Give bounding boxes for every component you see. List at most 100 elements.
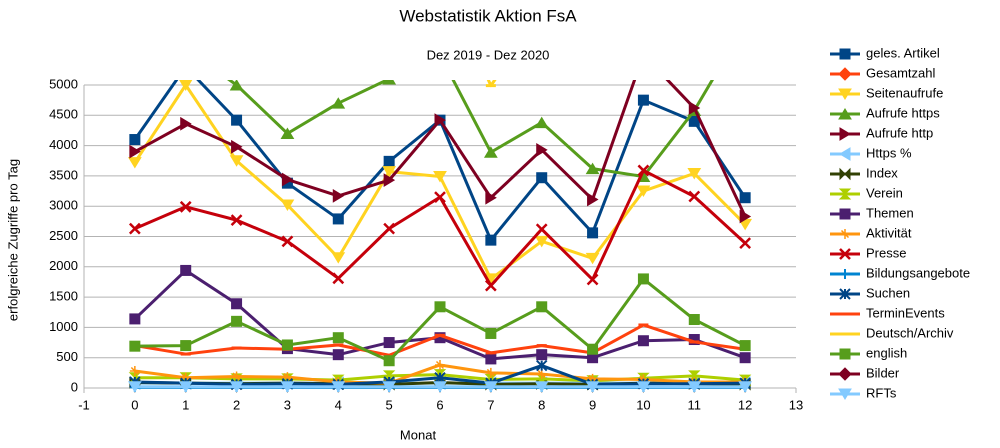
data-point <box>127 381 142 392</box>
x-tick-label: 13 <box>789 397 803 412</box>
data-point <box>638 49 648 61</box>
data-point <box>585 252 600 265</box>
legend-label: Bilder <box>866 365 900 380</box>
data-point <box>129 340 141 352</box>
data-point <box>739 209 752 224</box>
data-point <box>383 337 395 349</box>
chart-title: Webstatistik Aktion FsA <box>399 6 577 25</box>
legend-marker <box>839 127 851 141</box>
data-point <box>739 237 752 250</box>
legend-label: Gesamtzahl <box>866 65 935 80</box>
x-axis-label: Monat <box>400 427 437 442</box>
data-point <box>178 381 193 392</box>
y-tick-label: 1000 <box>49 319 78 334</box>
data-point <box>739 352 751 364</box>
x-tick-label: 2 <box>233 397 240 412</box>
data-point <box>535 223 548 236</box>
data-point <box>687 381 702 392</box>
legend-marker <box>838 108 852 120</box>
data-point <box>433 381 447 392</box>
data-point <box>587 343 599 355</box>
x-tick-label: 1 <box>182 397 189 412</box>
data-point <box>738 381 753 392</box>
data-point <box>485 190 497 205</box>
plot-area <box>127 19 753 392</box>
data-point <box>281 172 294 187</box>
x-tick-label: 3 <box>284 397 291 412</box>
data-point <box>534 116 549 129</box>
legend-label: geles. Artikel <box>866 45 940 60</box>
data-point <box>587 227 599 239</box>
data-point <box>687 167 702 180</box>
y-tick-label: 3500 <box>49 167 78 182</box>
legend-marker <box>839 167 851 181</box>
data-point <box>382 80 397 85</box>
y-tick-label: 0 <box>71 379 78 394</box>
legend-label: Https % <box>866 145 912 160</box>
legend-marker <box>838 367 852 381</box>
legend-label: Aktivität <box>866 225 912 240</box>
data-point <box>382 166 397 178</box>
data-point <box>281 339 293 351</box>
data-point <box>434 191 446 203</box>
data-point <box>383 173 396 188</box>
data-point <box>484 279 497 292</box>
data-point <box>536 301 548 313</box>
legend-marker <box>839 208 851 220</box>
data-point <box>636 185 651 198</box>
data-point <box>739 19 751 29</box>
data-point <box>637 164 650 177</box>
chart-subtitle: Dez 2019 - Dez 2020 <box>427 47 550 62</box>
data-point <box>586 273 599 286</box>
series-line <box>134 80 747 218</box>
x-tick-label: 10 <box>636 397 650 412</box>
data-point <box>585 162 600 175</box>
legend-label: Index <box>866 165 898 180</box>
legend-label: Deutsch/Archiv <box>866 325 954 340</box>
legend-label: Verein <box>866 185 903 200</box>
data-point <box>688 314 700 326</box>
y-tick-label: 1500 <box>49 289 78 304</box>
legend-marker <box>839 248 851 260</box>
data-point <box>587 192 599 207</box>
legend-marker <box>839 348 851 360</box>
data-point <box>534 381 549 392</box>
data-point <box>637 94 649 106</box>
grid: 0 500 1000 1500 2000 2500 3000 3500 4000 4500 5000… <box>49 76 803 412</box>
data-point <box>434 301 446 313</box>
y-tick-label: 3000 <box>49 198 78 213</box>
data-point <box>281 235 294 248</box>
data-point <box>536 369 547 380</box>
data-point <box>332 332 344 344</box>
legend-marker <box>838 88 852 100</box>
legend-marker <box>838 67 852 81</box>
data-point <box>637 273 649 285</box>
data-point <box>229 80 244 91</box>
data-point <box>636 381 651 392</box>
y-tick-label: 2000 <box>49 258 78 273</box>
data-point <box>179 200 192 213</box>
legend-label: english <box>866 345 907 360</box>
x-tick-label: 5 <box>386 397 393 412</box>
y-tick-label: 4000 <box>49 137 78 152</box>
data-point <box>180 340 192 352</box>
data-point <box>280 381 295 392</box>
legend-label: Presse <box>866 245 906 260</box>
x-tick-label: 11 <box>688 397 702 412</box>
y-axis-label: erfolgreiche Zugriffe pro Tag <box>5 159 20 321</box>
legend-label: Aufrufe http <box>866 125 933 140</box>
y-tick-label: 500 <box>56 349 78 364</box>
data-point <box>739 340 751 352</box>
y-tick-label: 5000 <box>49 76 78 91</box>
data-point <box>485 367 496 378</box>
data-point <box>331 97 346 109</box>
data-point <box>383 355 395 367</box>
legend-marker <box>840 229 850 239</box>
data-point <box>434 113 446 128</box>
data-point <box>331 381 346 392</box>
data-point <box>332 189 345 203</box>
y-tick-label: 2500 <box>49 228 78 243</box>
data-point <box>280 199 295 211</box>
data-point <box>179 80 193 91</box>
